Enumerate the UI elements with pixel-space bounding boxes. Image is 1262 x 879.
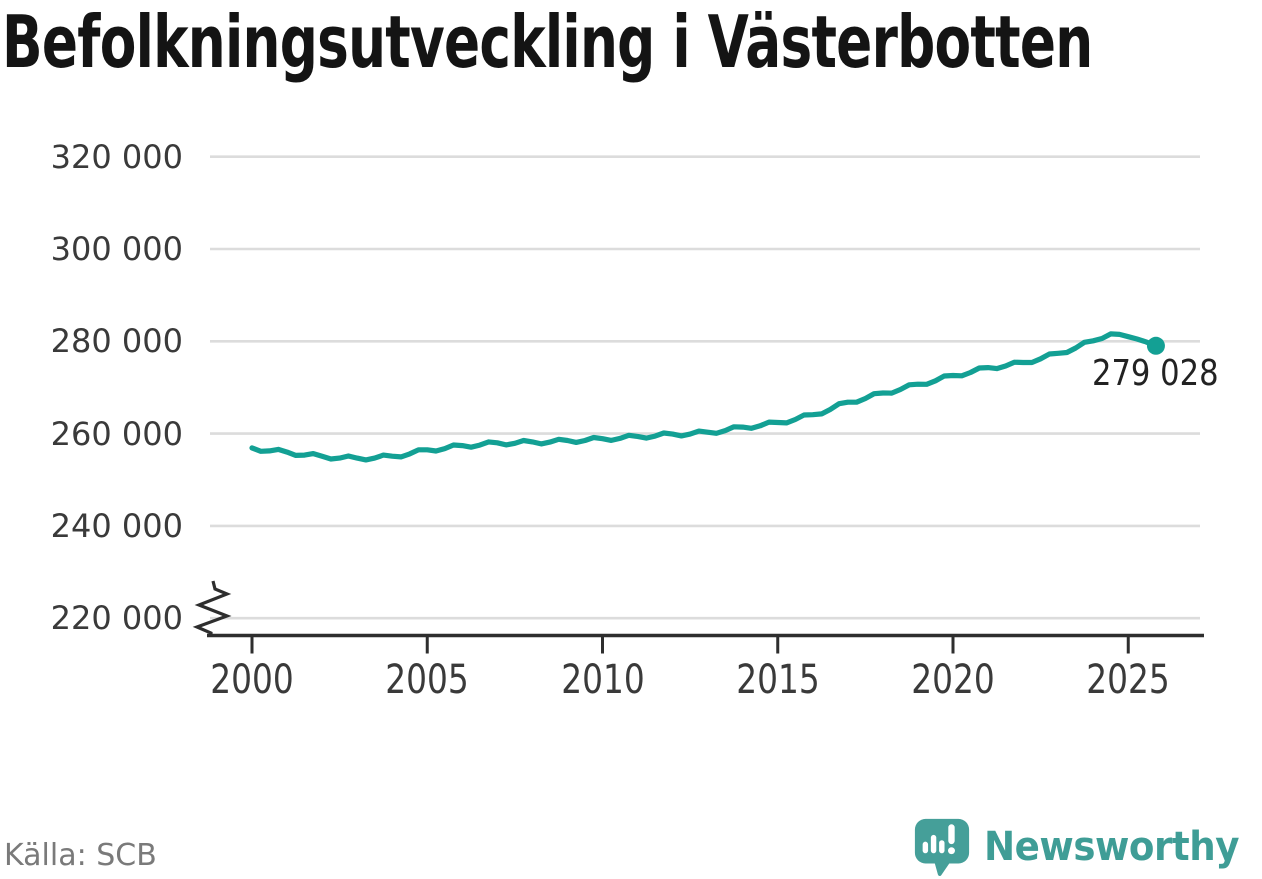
exclamation-bar [948,824,955,845]
y-axis-tick-label: 280 000 [50,322,183,361]
newsworthy-wordmark: Newsworthy [983,824,1239,870]
population-series-line [249,331,1159,463]
x-axis-tick-label: 2020 [911,657,995,703]
x-axis-tick-label: 2010 [560,657,645,703]
x-axis-tick-label: 2015 [736,657,820,703]
y-axis-tick-label: 300 000 [50,230,183,268]
x-axis-tick-label: 2005 [385,657,469,703]
x-axis-tick-label: 2000 [210,657,294,703]
y-axis-tick-label: 260 000 [50,414,183,453]
newsworthy-logo-icon [914,818,969,877]
bar-chart-bar-mid [938,840,945,854]
end-value-label: 279 028 [1092,353,1219,394]
y-axis-tick-label: 320 000 [50,137,183,176]
bar-chart-bar-short [922,841,928,854]
bar-chart-bar-tall [930,834,937,854]
series-end-dot [1146,336,1165,355]
newsworthy-logo: Newsworthy [912,815,1258,879]
exclamation-dot [947,847,955,855]
x-axis-tick-label: 2025 [1086,657,1170,703]
y-axis-tick-label: 240 000 [50,506,183,545]
chart-title: Befolkningsutveckling i Västerbotten [2,0,1093,84]
y-axis-break-symbol [192,580,232,637]
source-attribution: Källa: SCB [4,838,157,873]
y-axis-tick-label: 220 000 [50,599,183,638]
